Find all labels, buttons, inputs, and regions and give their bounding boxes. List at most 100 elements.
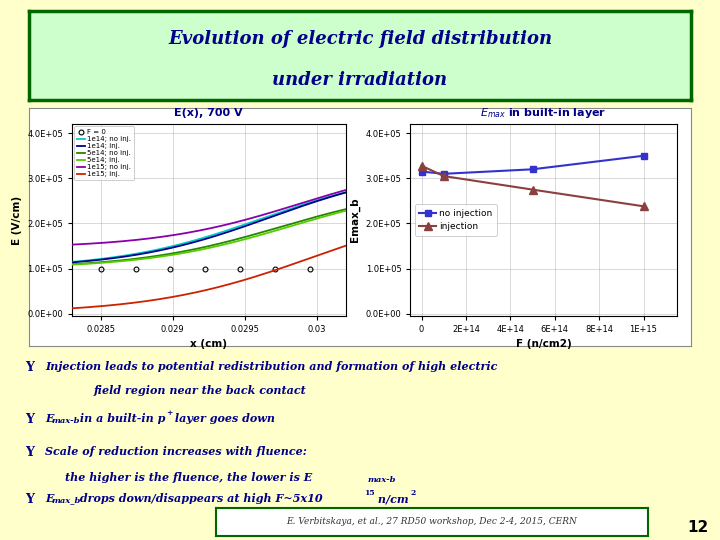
1e14; no inj. bbox=[274, 210, 282, 216]
Legend: F = 0, 1e14; no inj., 1e14; inj., 5e14; no inj., 5e14; inj., 1e15; no inj., 1e15: F = 0, 1e14; no inj., 1e14; inj., 5e14; … bbox=[74, 126, 134, 180]
1e15; no inj. bbox=[68, 241, 76, 248]
Text: Υ: Υ bbox=[25, 361, 35, 374]
Line: injection: injection bbox=[418, 161, 648, 211]
Line: no injection: no injection bbox=[418, 152, 647, 177]
X-axis label: x (cm): x (cm) bbox=[190, 340, 228, 349]
Text: Scale of reduction increases with fluence:: Scale of reduction increases with fluenc… bbox=[45, 446, 307, 457]
F = 0 bbox=[201, 265, 210, 272]
Text: Evolution of electric field distribution: Evolution of electric field distribution bbox=[168, 30, 552, 48]
5e14; inj. bbox=[229, 239, 238, 246]
Line: 1e15; no inj.: 1e15; no inj. bbox=[72, 190, 346, 245]
no injection bbox=[528, 166, 537, 173]
Text: in a built-in p: in a built-in p bbox=[76, 414, 165, 424]
1e15; inj. bbox=[116, 301, 125, 307]
1e15; inj. bbox=[138, 299, 147, 305]
5e14; no inj. bbox=[192, 246, 200, 252]
F = 0 bbox=[96, 265, 105, 272]
1e14; inj. bbox=[192, 239, 200, 245]
1e14; inj. bbox=[68, 259, 76, 266]
Text: E. Verbitskaya, et al., 27 RD50 workshop, Dec 2-4, 2015, CERN: E. Verbitskaya, et al., 27 RD50 workshop… bbox=[287, 517, 577, 526]
Text: E: E bbox=[45, 414, 54, 424]
1e15; no inj. bbox=[251, 214, 259, 220]
Text: n/cm: n/cm bbox=[374, 494, 409, 504]
injection bbox=[528, 186, 537, 193]
Line: 5e14; no inj.: 5e14; no inj. bbox=[72, 209, 346, 264]
1e14; no inj. bbox=[192, 237, 200, 243]
F = 0 bbox=[166, 265, 175, 272]
5e14; no inj. bbox=[341, 206, 350, 212]
Title: E(x), 700 V: E(x), 700 V bbox=[174, 108, 243, 118]
1e15; inj. bbox=[192, 289, 200, 295]
injection bbox=[439, 173, 448, 179]
1e15; inj. bbox=[229, 280, 238, 286]
1e15; inj. bbox=[68, 305, 76, 312]
1e14; inj. bbox=[274, 211, 282, 218]
F = 0 bbox=[131, 265, 140, 272]
1e15; no inj. bbox=[192, 228, 200, 234]
injection bbox=[639, 203, 648, 210]
5e14; no inj. bbox=[138, 255, 147, 261]
1e14; no inj. bbox=[341, 189, 350, 195]
X-axis label: F (n/cm2): F (n/cm2) bbox=[516, 340, 572, 349]
1e14; inj. bbox=[116, 254, 125, 260]
1e14; no inj. bbox=[251, 218, 259, 224]
Text: 2: 2 bbox=[410, 489, 415, 497]
1e14; no inj. bbox=[116, 253, 125, 260]
F = 0 bbox=[235, 265, 244, 272]
Text: field region near the back contact: field region near the back contact bbox=[94, 385, 306, 396]
5e14; no inj. bbox=[251, 231, 259, 238]
5e14; no inj. bbox=[229, 237, 238, 244]
Text: Υ: Υ bbox=[25, 494, 35, 507]
1e14; no inj. bbox=[68, 259, 76, 265]
Text: the higher is the fluence, the lower is E: the higher is the fluence, the lower is … bbox=[65, 472, 312, 483]
F = 0 bbox=[271, 265, 279, 272]
Line: F = 0: F = 0 bbox=[99, 266, 312, 271]
Legend: no injection, injection: no injection, injection bbox=[415, 204, 497, 236]
1e15; no inj. bbox=[229, 220, 238, 226]
Line: 1e14; inj.: 1e14; inj. bbox=[72, 193, 346, 262]
5e14; inj. bbox=[274, 227, 282, 233]
5e14; inj. bbox=[192, 247, 200, 254]
Y-axis label: Emax_b: Emax_b bbox=[350, 198, 360, 242]
5e14; inj. bbox=[68, 261, 76, 268]
Text: under irradiation: under irradiation bbox=[272, 71, 448, 89]
1e14; inj. bbox=[138, 251, 147, 257]
no injection bbox=[417, 168, 426, 175]
Line: 1e14; no inj.: 1e14; no inj. bbox=[72, 192, 346, 262]
1e15; inj. bbox=[341, 242, 350, 249]
Text: Injection leads to potential redistribution and formation of high electric: Injection leads to potential redistribut… bbox=[45, 361, 498, 372]
1e14; no inj. bbox=[138, 249, 147, 256]
1e15; no inj. bbox=[138, 236, 147, 242]
Text: max-b: max-b bbox=[367, 476, 396, 483]
1e14; no inj. bbox=[229, 225, 238, 232]
injection bbox=[417, 163, 426, 169]
5e14; no inj. bbox=[274, 225, 282, 231]
F = 0 bbox=[305, 265, 314, 272]
5e14; no inj. bbox=[68, 261, 76, 267]
5e14; inj. bbox=[116, 258, 125, 265]
5e14; inj. bbox=[251, 233, 259, 240]
Text: max-b: max-b bbox=[51, 417, 80, 424]
Text: +: + bbox=[166, 409, 173, 416]
Line: 1e15; inj.: 1e15; inj. bbox=[72, 246, 346, 308]
1e15; no inj. bbox=[341, 187, 350, 193]
5e14; inj. bbox=[341, 207, 350, 214]
Text: 12: 12 bbox=[688, 519, 709, 535]
1e15; inj. bbox=[251, 274, 259, 280]
Text: Υ: Υ bbox=[25, 414, 35, 427]
Y-axis label: E (V/cm): E (V/cm) bbox=[12, 195, 22, 245]
Text: Υ: Υ bbox=[25, 446, 35, 459]
no injection bbox=[639, 152, 648, 159]
1e14; inj. bbox=[229, 227, 238, 233]
1e14; inj. bbox=[251, 220, 259, 226]
Text: E: E bbox=[45, 494, 54, 504]
no injection bbox=[439, 171, 448, 177]
1e15; inj. bbox=[274, 266, 282, 273]
5e14; inj. bbox=[138, 256, 147, 262]
Text: 15: 15 bbox=[364, 489, 375, 497]
5e14; no inj. bbox=[116, 257, 125, 264]
1e15; no inj. bbox=[274, 207, 282, 214]
Text: layer goes down: layer goes down bbox=[171, 414, 275, 424]
Text: drops down/disappears at high F~5x10: drops down/disappears at high F~5x10 bbox=[76, 494, 323, 504]
Line: 5e14; inj.: 5e14; inj. bbox=[72, 211, 346, 265]
